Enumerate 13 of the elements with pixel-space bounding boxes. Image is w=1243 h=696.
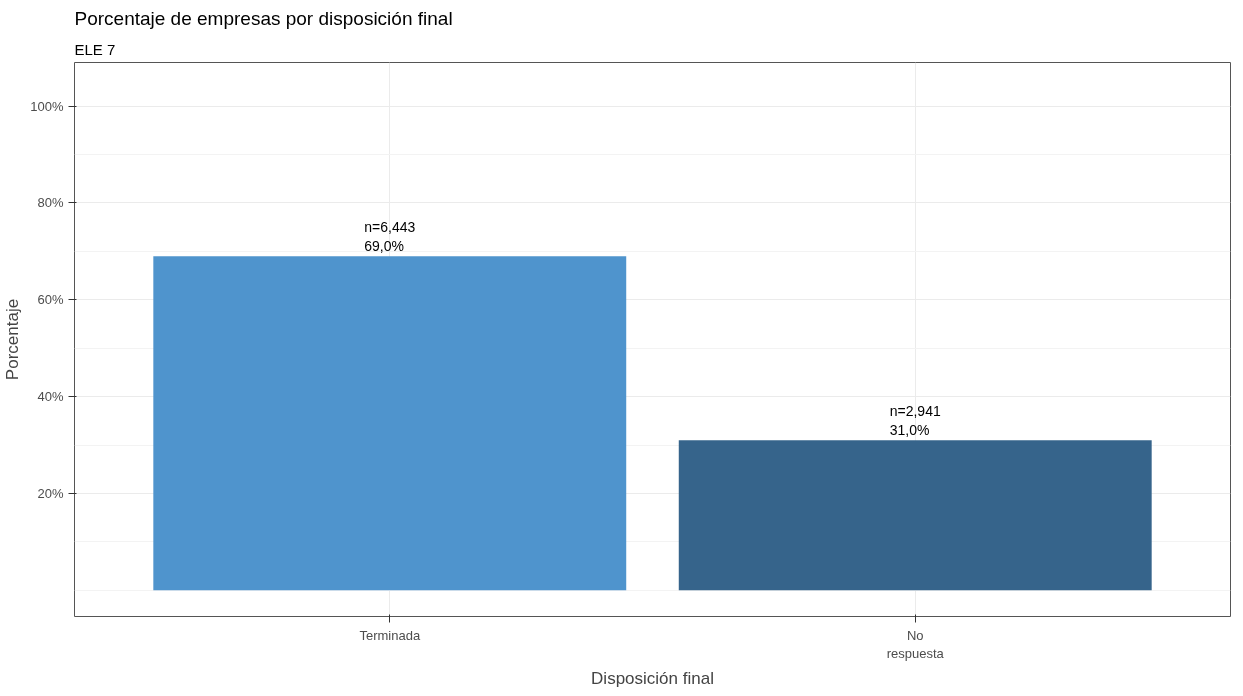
data-label: n=2,941 31,0% bbox=[889, 403, 941, 439]
chart-subtitle: ELE 7 bbox=[74, 40, 116, 58]
y-tick-label: 100% bbox=[30, 98, 64, 114]
data-label: n=6,443 69,0% bbox=[364, 219, 416, 255]
y-tick-label: 20% bbox=[37, 486, 64, 501]
y-axis-title: Porcentaje bbox=[3, 298, 23, 381]
y-tick-label: 40% bbox=[37, 389, 64, 405]
y-tick-label: 80% bbox=[37, 195, 64, 211]
x-tick-label: Terminada bbox=[359, 627, 421, 643]
x-axis-title: Disposición final bbox=[591, 668, 714, 688]
x-tick-label: No respuesta bbox=[886, 627, 945, 661]
chart-title: Porcentaje de empresas por disposición final bbox=[74, 7, 453, 29]
y-tick-label: 60% bbox=[37, 292, 64, 308]
